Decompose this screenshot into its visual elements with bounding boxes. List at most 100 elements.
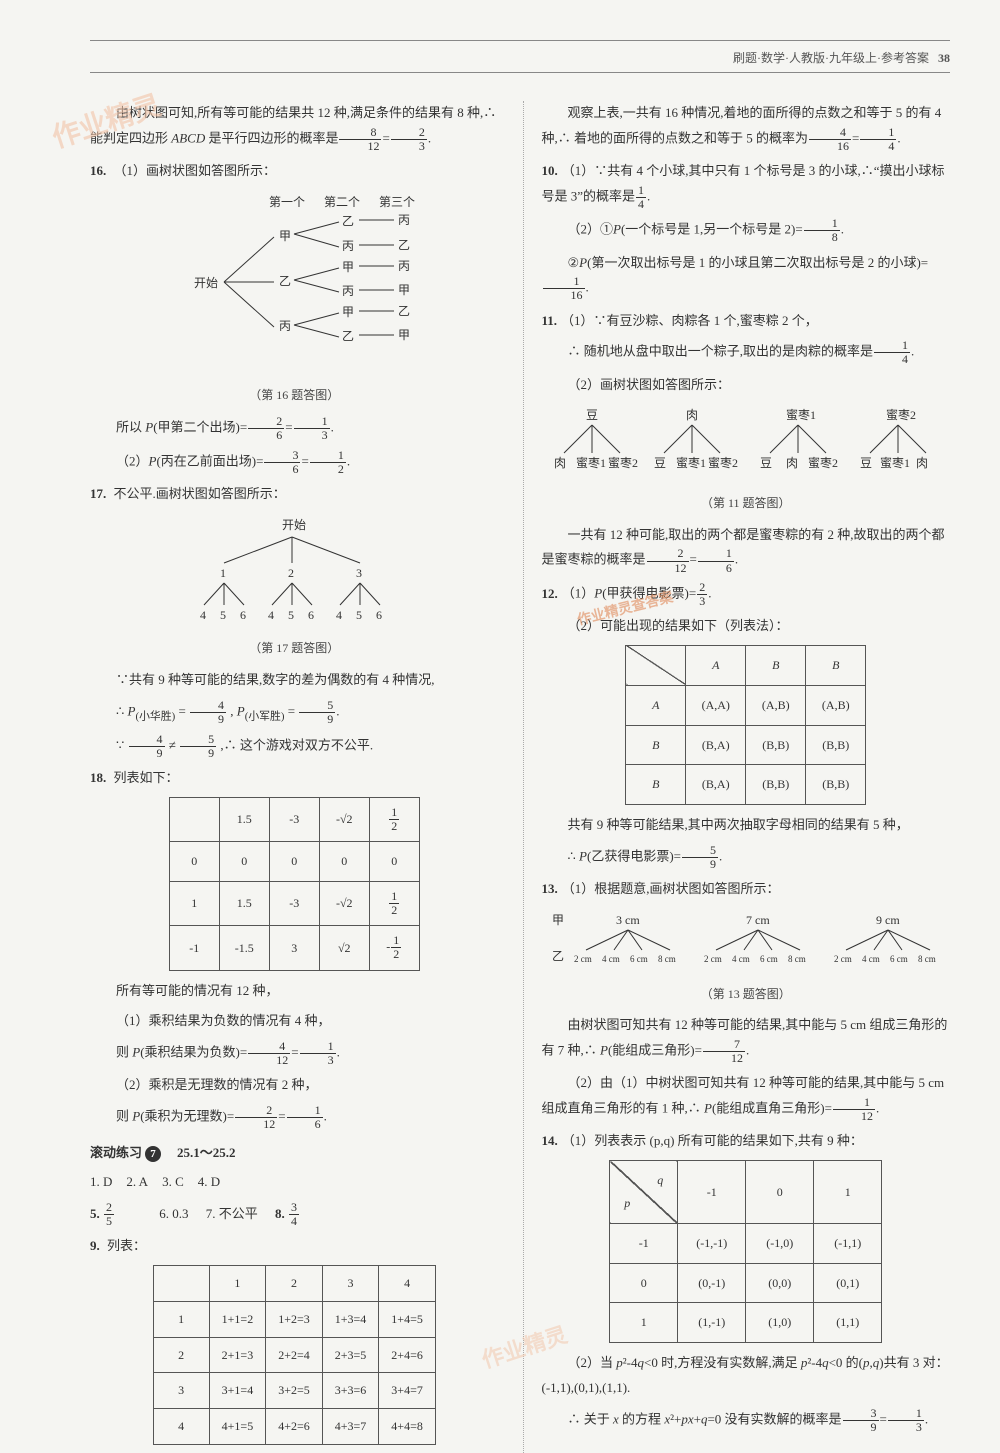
svg-text:1: 1	[220, 566, 226, 580]
svg-text:4 cm: 4 cm	[732, 954, 750, 964]
q14-2a: （2）当 p²-4q<0 时,方程没有实数解,满足 p²-4q<0 的(p,q)…	[542, 1351, 951, 1400]
table18: 1.5-3-√212 00000 11.5-3-√212 -1-1.53√2-1…	[169, 797, 420, 971]
q17-line2: ∵共有 9 种等可能的结果,数字的差为偶数的有 4 种情况,	[90, 668, 499, 693]
tree17-caption: （第 17 题答图）	[90, 637, 499, 660]
svg-text:第二个: 第二个	[324, 195, 360, 209]
svg-text:5: 5	[288, 608, 294, 622]
q13-line2: 由树状图可知共有 12 种等可能的结果,其中能与 5 cm 组成三角形的有 7 …	[542, 1013, 951, 1065]
svg-text:肉: 肉	[686, 408, 698, 422]
q10-2b: ②P(第一次取出标号是 1 的小球且第二次取出标号是 2 的小球)=116.	[542, 251, 951, 303]
q11: 11.（1）∵有豆沙粽、肉粽各 1 个,蜜枣粽 2 个，	[542, 309, 951, 334]
svg-text:4 cm: 4 cm	[862, 954, 880, 964]
svg-text:6: 6	[308, 608, 314, 622]
svg-text:6: 6	[376, 608, 382, 622]
svg-text:4: 4	[200, 608, 206, 622]
svg-text:丙: 丙	[279, 319, 291, 333]
svg-text:乙: 乙	[279, 274, 291, 288]
svg-text:乙: 乙	[398, 238, 410, 252]
svg-text:甲: 甲	[342, 305, 354, 319]
svg-text:甲: 甲	[398, 328, 410, 342]
svg-text:开始: 开始	[282, 518, 306, 532]
q14: 14.（1）列表表示 (p,q) 所有可能的结果如下,共有 9 种：	[542, 1129, 951, 1154]
svg-text:乙: 乙	[342, 329, 354, 343]
q16: 16. （1）画树状图如答图所示：	[90, 159, 499, 184]
q18-l2: 所有等可能的情况有 12 种，	[90, 979, 499, 1004]
svg-text:甲: 甲	[279, 229, 291, 243]
q16-num: 16.	[90, 163, 106, 178]
r-p1: 观察上表,一共有 16 种情况,着地的面所得的点数之和等于 5 的有 4 种,∴…	[542, 101, 951, 153]
svg-text:蜜枣2: 蜜枣2	[708, 455, 738, 470]
tree16-caption: （第 16 题答图）	[90, 384, 499, 407]
q18-l5: （2）乘积是无理数的情况有 2 种，	[90, 1073, 499, 1098]
svg-text:2 cm: 2 cm	[834, 954, 852, 964]
svg-text:8 cm: 8 cm	[658, 954, 676, 964]
svg-text:蜜枣1: 蜜枣1	[576, 455, 606, 470]
svg-text:豆: 豆	[860, 456, 872, 470]
svg-text:蜜枣2: 蜜枣2	[808, 455, 838, 470]
q11-2: （2）画树状图如答图所示：	[542, 373, 951, 398]
svg-text:3 cm: 3 cm	[616, 913, 640, 927]
svg-text:豆: 豆	[760, 456, 772, 470]
q17-line3: ∴ P(小华胜) = 49 , P(小军胜) = 59.	[90, 699, 499, 727]
q12-2: （2）可能出现的结果如下（列表法）：	[542, 614, 951, 639]
q18-l3: （1）乘积结果为负数的情况有 4 种，	[90, 1009, 499, 1034]
svg-text:蜜枣2: 蜜枣2	[608, 455, 638, 470]
svg-text:8 cm: 8 cm	[918, 954, 936, 964]
svg-text:肉: 肉	[916, 456, 928, 470]
svg-text:丙: 丙	[342, 284, 354, 298]
tree16-diagram: 第一个 第二个 第三个 开始 甲 乙 丙 乙丙 丙乙 甲丙 丙甲 甲乙	[90, 192, 499, 381]
svg-text:4: 4	[268, 608, 274, 622]
tree11-diagram: 豆 肉 蜜枣1 蜜枣2 肉蜜枣1蜜枣2 豆蜜枣1蜜枣2 豆肉蜜枣2 豆蜜枣1肉	[542, 405, 951, 488]
svg-text:6 cm: 6 cm	[760, 954, 778, 964]
svg-text:丙: 丙	[398, 259, 410, 273]
svg-text:2 cm: 2 cm	[574, 954, 592, 964]
q13-line3: （2）由（1）中树状图可知共有 12 种等可能的结果,其中能与 5 cm 组成直…	[542, 1071, 951, 1123]
svg-text:6 cm: 6 cm	[630, 954, 648, 964]
svg-text:4 cm: 4 cm	[602, 954, 620, 964]
q12-line4: ∴ P(乙获得电影票)=59.	[542, 844, 951, 871]
q12-line3: 共有 9 种等可能结果,其中两次抽取字母相同的结果有 5 种，	[542, 813, 951, 838]
answers-row1: 1. D2. A3. C4. D	[90, 1170, 499, 1195]
q17-text: 不公平.画树状图如答图所示：	[114, 486, 286, 501]
q12: 12.（1）P(甲获得电影票)=23.	[542, 581, 951, 608]
q16-line3: （2）P(丙在乙前面出场)=36=12.	[90, 449, 499, 476]
svg-text:蜜枣1: 蜜枣1	[786, 407, 816, 422]
left-column: 由树状图可知,所有等可能的结果共 12 种,满足条件的结果有 8 种,∴ 能判定…	[90, 101, 499, 1453]
svg-text:丙: 丙	[398, 213, 410, 227]
breadcrumb: 刷题·数学·人教版·九年级上·参考答案	[733, 51, 929, 65]
header-rule-top	[90, 40, 950, 41]
q18-text: 列表如下：	[114, 770, 179, 785]
q13: 13.（1）根据题意,画树状图如答图所示：	[542, 877, 951, 902]
two-column-layout: 由树状图可知,所有等可能的结果共 12 种,满足条件的结果有 8 种,∴ 能判定…	[90, 101, 950, 1453]
svg-text:蜜枣2: 蜜枣2	[886, 407, 916, 422]
svg-text:豆: 豆	[654, 456, 666, 470]
tree13-diagram: 甲 3 cm 7 cm 9 cm 乙 2 cm4 cm6 cm8 cm 2 cm…	[542, 910, 951, 979]
svg-text:蜜枣1: 蜜枣1	[880, 455, 910, 470]
svg-text:5: 5	[220, 608, 226, 622]
q10-2a: （2）①P(一个标号是 1,另一个标号是 2)=18.	[542, 217, 951, 244]
svg-text:3: 3	[356, 566, 362, 580]
q11-1b: ∴ 随机地从盘中取出一个粽子,取出的是肉粽的概率是14.	[542, 339, 951, 366]
page-header: 刷题·数学·人教版·九年级上·参考答案 38	[90, 49, 950, 73]
answers-row2: 5. 25 6. 0.3 7. 不公平 8. 34	[90, 1201, 499, 1228]
svg-text:乙: 乙	[398, 304, 410, 318]
svg-text:甲: 甲	[342, 260, 354, 274]
q16-part1: （1）画树状图如答图所示：	[114, 163, 277, 178]
table12: ABB A(A,A)(A,B)(A,B) B(B,A)(B,B)(B,B) B(…	[625, 645, 866, 805]
q18-num: 18.	[90, 770, 106, 785]
q17: 17. 不公平.画树状图如答图所示：	[90, 482, 499, 507]
svg-text:开始: 开始	[194, 276, 218, 290]
q17-line4: ∵ 49 ≠ 59 ,∴ 这个游戏对双方不公平.	[90, 733, 499, 760]
svg-text:8 cm: 8 cm	[788, 954, 806, 964]
para-intro: 由树状图可知,所有等可能的结果共 12 种,满足条件的结果有 8 种,∴ 能判定…	[90, 101, 499, 153]
svg-text:6 cm: 6 cm	[890, 954, 908, 964]
tree13-caption: （第 13 题答图）	[542, 983, 951, 1006]
svg-text:肉: 肉	[554, 456, 566, 470]
svg-text:乙: 乙	[552, 949, 564, 963]
right-column: 观察上表,一共有 16 种情况,着地的面所得的点数之和等于 5 的有 4 种,∴…	[523, 101, 951, 1453]
q11-line3: 一共有 12 种可能,取出的两个都是蜜枣粽的有 2 种,故取出的两个都是蜜枣粽的…	[542, 523, 951, 575]
svg-text:2: 2	[288, 566, 294, 580]
svg-text:蜜枣1: 蜜枣1	[676, 455, 706, 470]
svg-text:乙: 乙	[342, 214, 354, 228]
svg-text:第一个: 第一个	[269, 195, 305, 209]
